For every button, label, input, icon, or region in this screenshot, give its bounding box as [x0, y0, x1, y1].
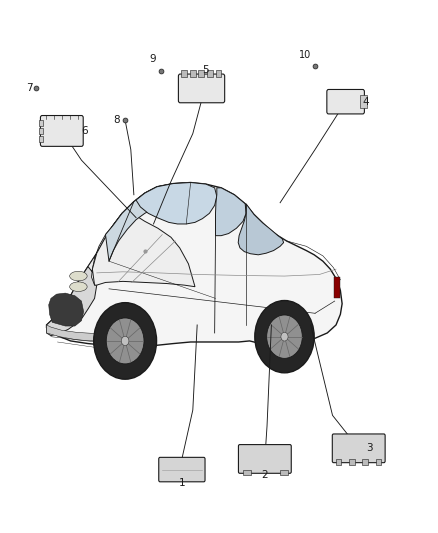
Bar [207, 70, 213, 77]
Text: 3: 3 [366, 443, 373, 453]
Bar [39, 128, 43, 134]
FancyBboxPatch shape [40, 116, 83, 147]
Bar [215, 70, 221, 77]
Bar [336, 459, 342, 465]
Text: 10: 10 [299, 50, 311, 60]
Text: 1: 1 [179, 479, 185, 488]
Bar [39, 120, 43, 126]
Bar [190, 70, 196, 77]
Polygon shape [46, 325, 106, 341]
Bar [360, 95, 367, 108]
FancyBboxPatch shape [238, 445, 291, 473]
FancyBboxPatch shape [327, 90, 364, 114]
Bar [280, 470, 288, 475]
Bar [334, 277, 340, 298]
Circle shape [281, 333, 288, 341]
Bar [349, 459, 355, 465]
Text: 2: 2 [261, 470, 268, 480]
FancyBboxPatch shape [178, 74, 225, 103]
Polygon shape [46, 266, 97, 336]
Polygon shape [215, 188, 246, 236]
Text: 8: 8 [113, 115, 120, 125]
Bar [198, 70, 204, 77]
Polygon shape [238, 204, 284, 255]
Circle shape [94, 303, 156, 379]
Circle shape [267, 315, 302, 358]
Polygon shape [88, 201, 134, 285]
Circle shape [106, 318, 144, 364]
Text: 7: 7 [26, 83, 32, 93]
Text: 5: 5 [203, 65, 209, 75]
FancyBboxPatch shape [332, 434, 385, 463]
Polygon shape [136, 182, 217, 224]
Bar [181, 70, 187, 77]
Text: 4: 4 [362, 96, 369, 107]
Bar [362, 459, 368, 465]
Polygon shape [92, 213, 195, 287]
Ellipse shape [70, 271, 87, 281]
Polygon shape [49, 293, 84, 326]
Ellipse shape [70, 282, 87, 292]
FancyBboxPatch shape [159, 457, 205, 482]
Circle shape [121, 336, 129, 345]
Text: 9: 9 [149, 54, 156, 64]
Polygon shape [46, 182, 342, 348]
Bar [375, 459, 381, 465]
Bar [243, 470, 251, 475]
Polygon shape [106, 182, 191, 261]
Bar [39, 136, 43, 142]
Circle shape [255, 301, 314, 373]
Text: 6: 6 [81, 126, 88, 136]
